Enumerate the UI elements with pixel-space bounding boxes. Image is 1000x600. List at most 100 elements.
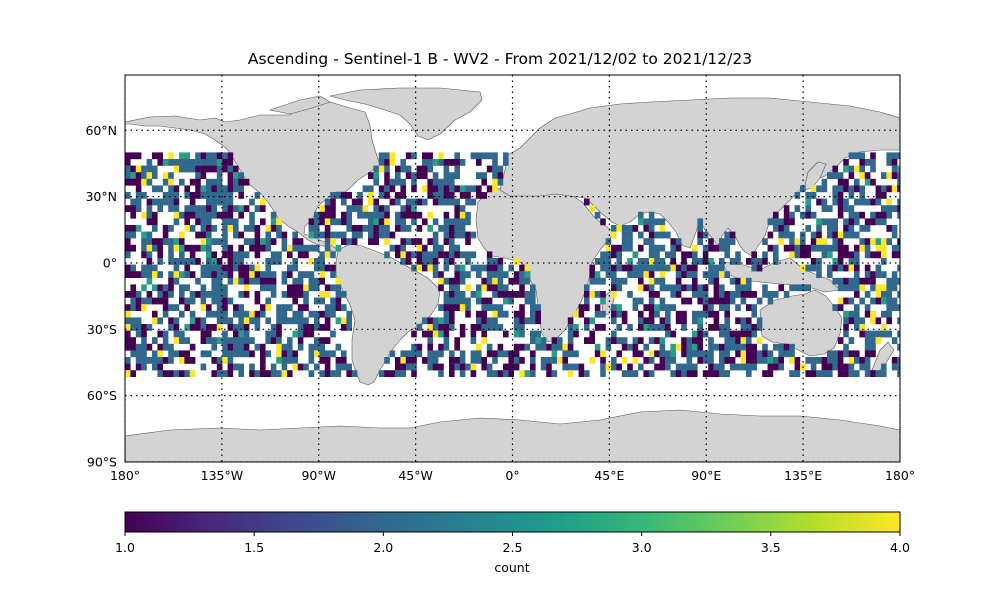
data-cell — [260, 343, 266, 351]
data-cell — [438, 277, 444, 285]
data-cell — [567, 343, 574, 351]
data-cell — [189, 225, 196, 232]
data-cell — [189, 370, 196, 377]
data-cell — [481, 330, 487, 338]
data-cell — [157, 357, 163, 364]
data-cell — [211, 238, 217, 245]
data-cell — [238, 291, 244, 298]
data-cell — [573, 330, 579, 338]
data-cell — [810, 363, 817, 371]
data-cell — [265, 350, 271, 358]
data-cell — [881, 310, 887, 318]
data-cell — [659, 337, 666, 344]
data-cell — [767, 363, 774, 371]
data-cell — [254, 324, 261, 331]
data-cell — [427, 165, 433, 173]
data-cell — [292, 231, 298, 239]
data-cell — [891, 251, 898, 259]
data-cell — [292, 310, 298, 318]
data-cell — [211, 251, 217, 259]
data-cell — [891, 357, 898, 364]
data-cell — [897, 165, 900, 173]
data-cell — [341, 211, 347, 219]
data-cell — [330, 205, 336, 212]
data-cell — [584, 198, 590, 206]
data-cell — [195, 218, 201, 226]
data-cell — [837, 251, 844, 259]
data-cell — [702, 258, 709, 265]
data-cell — [454, 198, 460, 206]
data-cell — [373, 178, 379, 186]
data-cell — [519, 317, 525, 325]
data-cell — [368, 211, 374, 219]
data-cell — [843, 225, 849, 232]
data-cell — [319, 350, 325, 358]
data-cell — [854, 324, 860, 331]
data-cell — [778, 238, 784, 245]
data-cell — [675, 277, 682, 285]
data-cell — [179, 152, 185, 160]
data-cell — [843, 178, 849, 186]
data-cell — [168, 251, 174, 259]
data-cell — [789, 211, 795, 219]
data-cell — [659, 218, 666, 226]
lat-tick-label: 60°S — [87, 388, 117, 403]
data-cell — [297, 238, 304, 245]
data-cell — [152, 363, 158, 371]
data-cell — [238, 363, 244, 371]
data-cell — [492, 185, 498, 193]
data-cell — [881, 218, 887, 226]
data-cell — [281, 310, 288, 318]
data-cell — [470, 185, 477, 193]
data-cell — [373, 198, 379, 206]
data-cell — [395, 211, 401, 219]
data-cell — [216, 310, 223, 318]
data-cell — [362, 205, 369, 212]
data-cell — [513, 350, 520, 358]
data-cell — [427, 152, 433, 160]
data-cell — [179, 244, 185, 252]
data-cell — [854, 350, 860, 358]
data-cell — [681, 370, 687, 377]
data-cell — [837, 211, 844, 219]
data-cell — [897, 317, 900, 325]
data-cell — [168, 178, 174, 186]
data-cell — [432, 363, 439, 371]
data-cell — [324, 198, 331, 206]
data-cell — [735, 284, 741, 292]
data-cell — [848, 310, 855, 318]
data-cell — [659, 363, 666, 371]
data-cell — [789, 218, 795, 226]
data-cell — [486, 304, 493, 311]
data-cell — [135, 291, 142, 298]
data-cell — [729, 337, 736, 344]
data-cell — [449, 198, 455, 206]
data-cell — [875, 211, 882, 219]
data-cell — [319, 297, 325, 305]
data-cell — [184, 205, 190, 212]
data-cell — [297, 324, 304, 331]
data-cell — [206, 251, 212, 259]
data-cell — [719, 357, 725, 364]
data-cell — [740, 324, 747, 331]
data-cell — [395, 370, 401, 377]
data-cell — [243, 205, 250, 212]
data-cell — [324, 317, 331, 325]
data-cell — [692, 317, 698, 325]
data-cell — [756, 324, 763, 331]
data-cell — [303, 271, 309, 278]
data-cell — [789, 244, 795, 252]
data-cell — [216, 238, 223, 245]
data-cell — [470, 370, 477, 377]
data-cell — [767, 357, 774, 364]
data-cell — [551, 350, 558, 358]
data-cell — [891, 337, 898, 344]
data-cell — [600, 297, 606, 305]
data-cell — [443, 304, 450, 311]
data-cell — [643, 284, 649, 292]
data-cell — [416, 258, 423, 265]
data-cell — [335, 192, 342, 199]
data-cell — [843, 297, 849, 305]
data-cell — [719, 297, 725, 305]
data-cell — [216, 304, 223, 311]
